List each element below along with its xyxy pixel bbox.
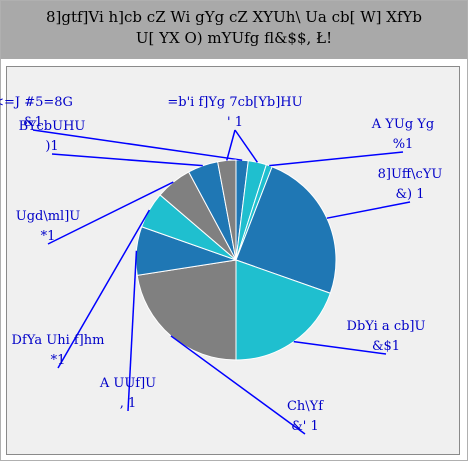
slice-value-3: %1 xyxy=(393,137,414,152)
slice-value-9: *1 xyxy=(41,229,56,244)
slice-label-ugd-ml-u: Ugd\ml]U xyxy=(16,209,81,224)
pie-slice-4 xyxy=(235,166,337,294)
slice-value-10: )1 xyxy=(45,139,58,154)
leader-line-8 xyxy=(57,209,151,369)
slice-label-bycbuhu: BYcbUHU xyxy=(19,119,86,134)
slice-label-b-i-f-yg-7cb-yb-hu: =b'i f]Yg 7cb[Yb]HU xyxy=(167,95,302,110)
leader-line-2 xyxy=(234,129,259,163)
slice-label-a-yug-yg: A YUg Yg xyxy=(371,117,434,132)
slice-value-8: *1 xyxy=(51,353,66,368)
leader-line-10 xyxy=(51,153,203,167)
slice-value-6: &' 1 xyxy=(291,419,319,434)
slice-label-j-5-8g: <=J #5=8G xyxy=(0,95,73,110)
leader-line-4 xyxy=(326,201,411,219)
slice-value-2: ' 1 xyxy=(227,115,243,130)
leader-line-9 xyxy=(47,181,174,245)
slice-value-5: &$1 xyxy=(372,339,400,354)
chart-title-line1: 8]gtf]Vi h]cb cZ Wi gYg cZ XYUh\ Ua cb[ … xyxy=(45,8,423,26)
leader-line-6 xyxy=(170,335,306,435)
slice-label-ch-yf: Ch\Yf xyxy=(287,399,324,414)
leader-line-3 xyxy=(269,151,404,167)
leader-line-11 xyxy=(226,129,236,161)
slice-label-8-uff-cyu: 8]Uff\cYU xyxy=(378,167,443,182)
slice-label-dbyi-a-cb-u: DbYi a cb]U xyxy=(347,319,426,334)
slice-value-7: , 1 xyxy=(120,396,137,411)
leader-line-5 xyxy=(293,340,387,355)
slice-label-dfya-uhi-f-hm: DfYa Uhi f]hm xyxy=(12,333,105,348)
leader-line-7 xyxy=(127,250,138,412)
slice-value-4: &) 1 xyxy=(395,187,424,202)
title-bar: 8]gtf]Vi h]cb cZ Wi gYg cZ XYUh\ Ua cb[ … xyxy=(1,1,467,61)
chart-title-line2: U[ YX O) mYUfg fl&$$, Ł! xyxy=(135,29,333,47)
pie-slice-5 xyxy=(235,259,331,361)
slice-value-1: &1 xyxy=(23,115,43,130)
leader-line-1 xyxy=(32,129,243,161)
pie-slice-6 xyxy=(136,259,237,361)
slice-label-a-uuf-u: A UUf]U xyxy=(99,376,156,391)
